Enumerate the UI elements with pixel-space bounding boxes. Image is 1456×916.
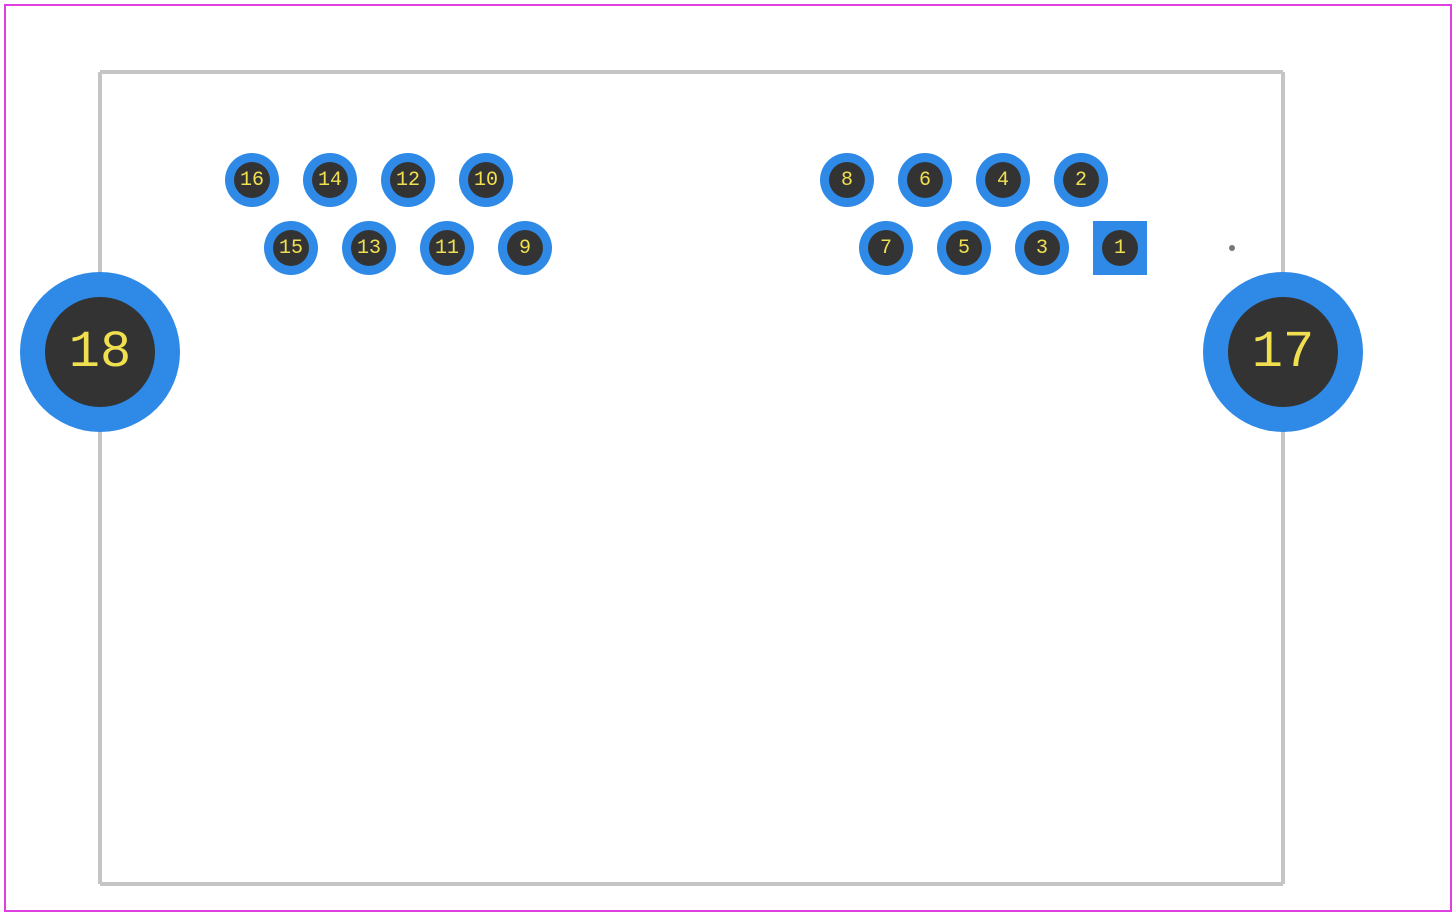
outline-segment [1281, 72, 1285, 278]
pad-label: 12 [396, 169, 420, 192]
pad-3: 3 [1015, 221, 1069, 275]
pad-10: 10 [459, 153, 513, 207]
pad-label: 3 [1036, 237, 1048, 260]
pad-hole: 7 [868, 230, 904, 266]
pad-7: 7 [859, 221, 913, 275]
pad-label: 1 [1114, 237, 1126, 260]
pad-hole: 12 [390, 162, 426, 198]
pad-label: 5 [958, 237, 970, 260]
pad-hole: 11 [429, 230, 465, 266]
pad-hole: 14 [312, 162, 348, 198]
pad-16: 16 [225, 153, 279, 207]
pad-hole: 15 [273, 230, 309, 266]
pad-label: 17 [1252, 323, 1314, 382]
pad-label: 8 [841, 169, 853, 192]
outline-segment [98, 72, 102, 278]
pad-12: 12 [381, 153, 435, 207]
pad-label: 7 [880, 237, 892, 260]
pad-6: 6 [898, 153, 952, 207]
pad-4: 4 [976, 153, 1030, 207]
pad-hole: 13 [351, 230, 387, 266]
pad-label: 15 [279, 237, 303, 260]
pad-hole: 8 [829, 162, 865, 198]
pin1-marker-dot [1229, 245, 1235, 251]
pad-label: 16 [240, 169, 264, 192]
pad-14: 14 [303, 153, 357, 207]
pad-hole: 16 [234, 162, 270, 198]
pad-2: 2 [1054, 153, 1108, 207]
diagram-frame [4, 4, 1452, 912]
pad-label: 6 [919, 169, 931, 192]
pad-label: 2 [1075, 169, 1087, 192]
pad-9: 9 [498, 221, 552, 275]
pad-hole: 18 [45, 297, 155, 407]
pad-label: 14 [318, 169, 342, 192]
pad-label: 9 [519, 237, 531, 260]
outline-segment [1281, 425, 1285, 884]
pad-label: 10 [474, 169, 498, 192]
mounting-pad-17: 17 [1203, 272, 1363, 432]
outline-segment [100, 70, 1283, 74]
pad-1-square: 1 [1093, 221, 1147, 275]
mounting-pad-18: 18 [20, 272, 180, 432]
pad-label: 13 [357, 237, 381, 260]
pad-hole: 5 [946, 230, 982, 266]
outline-segment [100, 882, 1283, 886]
pad-label: 18 [69, 323, 131, 382]
pad-hole: 6 [907, 162, 943, 198]
pad-hole: 2 [1063, 162, 1099, 198]
pad-13: 13 [342, 221, 396, 275]
pad-label: 11 [435, 237, 459, 260]
pad-11: 11 [420, 221, 474, 275]
pad-5: 5 [937, 221, 991, 275]
pad-hole: 3 [1024, 230, 1060, 266]
pad-15: 15 [264, 221, 318, 275]
pad-hole: 4 [985, 162, 1021, 198]
outline-segment [98, 425, 102, 884]
pad-hole: 9 [507, 230, 543, 266]
pad-8: 8 [820, 153, 874, 207]
pad-label: 4 [997, 169, 1009, 192]
pad-hole: 10 [468, 162, 504, 198]
pad-hole: 1 [1102, 230, 1138, 266]
pad-hole: 17 [1228, 297, 1338, 407]
